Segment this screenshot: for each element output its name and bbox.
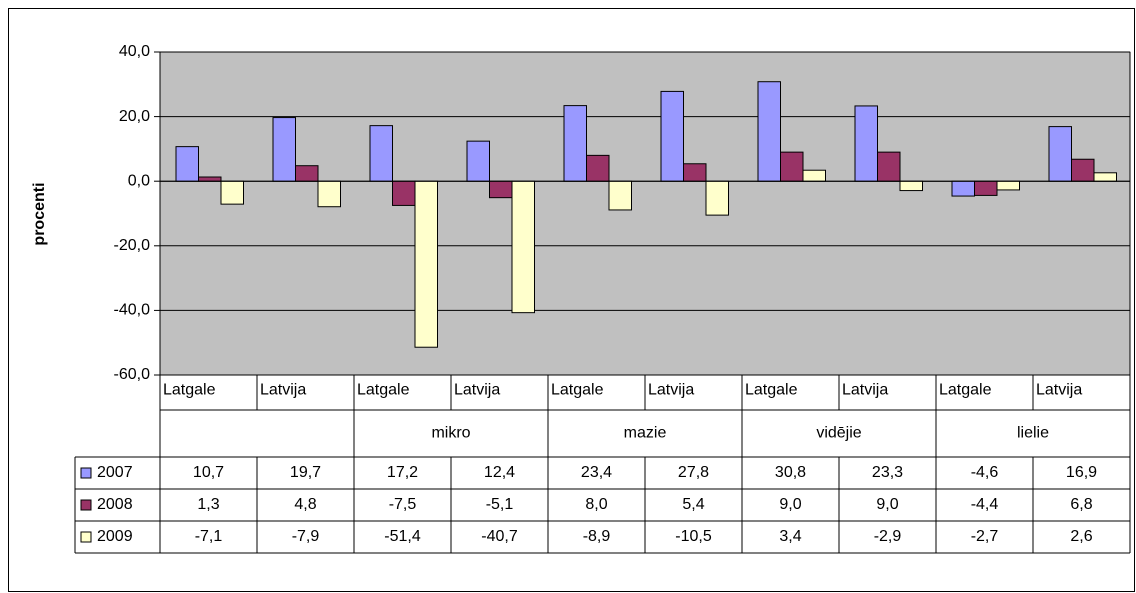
table-value: 8,0 (585, 496, 607, 513)
bar (369, 125, 393, 182)
table-value: 3,4 (779, 528, 801, 545)
bar (198, 176, 222, 182)
table-value: -4,4 (971, 496, 999, 513)
table-value: -51,4 (384, 528, 421, 545)
group-label: lielie (1017, 425, 1049, 442)
x-tick-label: Latvija (454, 382, 500, 399)
legend-label: 2007 (97, 464, 133, 481)
table-value: -7,5 (389, 496, 417, 513)
table-value: 4,8 (294, 496, 316, 513)
x-tick-label: Latvija (648, 382, 694, 399)
y-tick-label: -20,0 (114, 237, 151, 254)
bar (511, 180, 535, 314)
bar (1093, 172, 1117, 182)
plot-area (159, 51, 1131, 376)
bar (295, 165, 319, 182)
bar (996, 180, 1020, 191)
table-value: 1,3 (197, 496, 219, 513)
bar (683, 163, 707, 182)
bar (660, 90, 684, 182)
bar (586, 154, 610, 182)
group-label: vidējie (816, 425, 861, 442)
x-tick-label: Latgale (939, 382, 992, 399)
table-value: -2,7 (971, 528, 999, 545)
y-tick-label: 0,0 (128, 172, 150, 189)
y-tick-label: 20,0 (119, 108, 150, 125)
bar (1071, 158, 1095, 182)
bar (974, 180, 998, 196)
table-value: -7,1 (195, 528, 223, 545)
bar (1048, 126, 1072, 182)
table-value: -40,7 (481, 528, 518, 545)
bar (272, 117, 296, 182)
y-tick-label: -40,0 (114, 302, 151, 319)
table-value: 23,3 (872, 464, 903, 481)
bar (466, 140, 490, 182)
group-label: mikro (431, 425, 470, 442)
legend-swatch (80, 499, 92, 511)
group-label: mazie (624, 425, 667, 442)
table-value: 19,7 (290, 464, 321, 481)
table-value: -7,9 (292, 528, 320, 545)
y-tick-label: 40,0 (119, 43, 150, 60)
bar (802, 169, 826, 182)
legend-swatch (80, 531, 92, 543)
y-axis-label: procenti (31, 182, 48, 245)
bar (220, 180, 244, 205)
bar (705, 180, 729, 216)
table-value: -10,5 (675, 528, 712, 545)
bar (317, 180, 341, 208)
bar (757, 81, 781, 182)
legend-label: 2008 (97, 496, 133, 513)
x-tick-label: Latgale (163, 382, 216, 399)
table-value: 16,9 (1066, 464, 1097, 481)
table-value: 5,4 (682, 496, 704, 513)
table-value: -4,6 (971, 464, 999, 481)
x-tick-label: Latvija (260, 382, 306, 399)
table-value: 2,6 (1070, 528, 1092, 545)
legend-swatch (80, 467, 92, 479)
bar (489, 180, 513, 199)
bar (608, 180, 632, 211)
table-value: 27,8 (678, 464, 709, 481)
bar (414, 180, 438, 348)
table-value: 6,8 (1070, 496, 1092, 513)
table-value: 10,7 (193, 464, 224, 481)
x-tick-label: Latgale (745, 382, 798, 399)
table-value: -2,9 (874, 528, 902, 545)
table-value: 9,0 (876, 496, 898, 513)
bar (175, 146, 199, 182)
table-value: -5,1 (486, 496, 514, 513)
bar (951, 180, 975, 197)
table-value: 9,0 (779, 496, 801, 513)
x-tick-label: Latvija (1036, 382, 1082, 399)
bar (392, 180, 416, 206)
y-tick-label: -60,0 (114, 366, 151, 383)
table-value: 30,8 (775, 464, 806, 481)
table-value: 12,4 (484, 464, 515, 481)
bar (899, 180, 923, 192)
legend-label: 2009 (97, 528, 133, 545)
table-value: 23,4 (581, 464, 612, 481)
bar (563, 105, 587, 182)
x-tick-label: Latvija (842, 382, 888, 399)
table-value: 17,2 (387, 464, 418, 481)
bar (877, 151, 901, 182)
table-value: -8,9 (583, 528, 611, 545)
x-tick-label: Latgale (357, 382, 410, 399)
x-tick-label: Latgale (551, 382, 604, 399)
bar (780, 151, 804, 182)
bar (854, 105, 878, 182)
